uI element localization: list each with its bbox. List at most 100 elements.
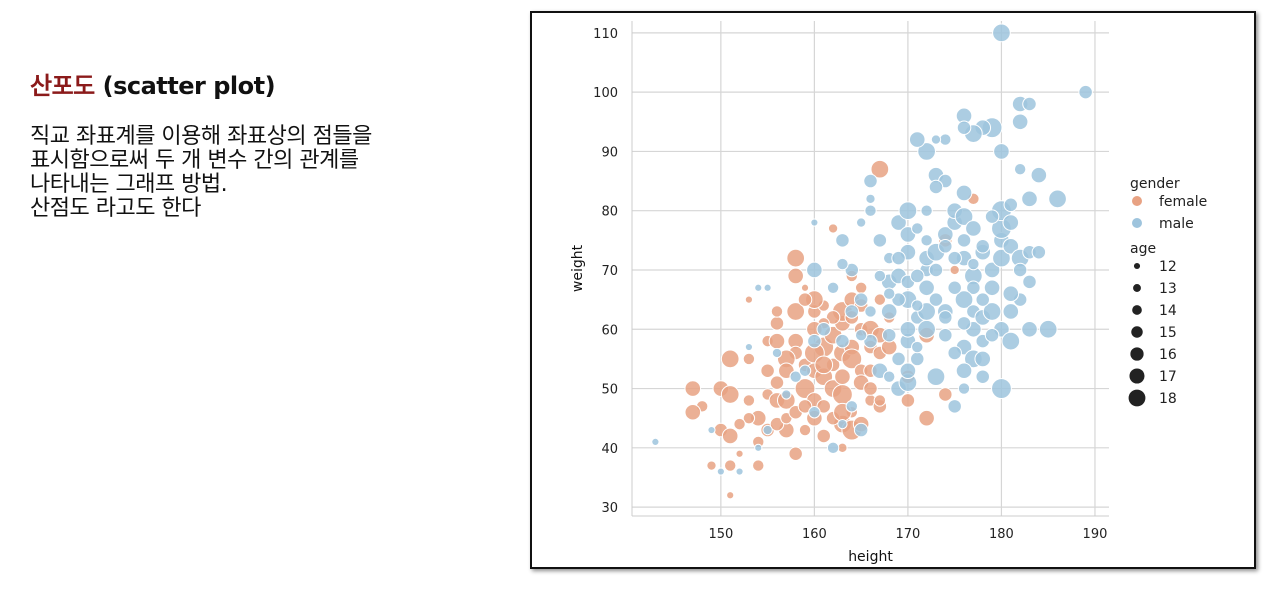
legend-size-label: 14 [1159, 303, 1177, 319]
data-point-male [826, 441, 840, 455]
data-point-male [957, 382, 971, 395]
x-tick-label: 160 [802, 527, 827, 542]
data-point-male [928, 292, 944, 307]
data-point-male [883, 370, 896, 383]
data-point-male [984, 209, 1000, 224]
data-point-female [797, 399, 813, 414]
legend-hue-title: gender [1130, 176, 1180, 192]
description-line: 표시함으로써 두 개 변수 간의 관계를 [30, 148, 359, 173]
y-axis-title: weight [570, 244, 586, 292]
data-point-male [771, 347, 783, 359]
slide-title-rest: (scatter plot) [94, 72, 276, 100]
data-point-male [956, 316, 972, 331]
data-point-male [975, 292, 990, 307]
chart-frame: 150 160 170 180 190 30 40 50 60 70 80 90 100 110 heig… [530, 11, 1256, 569]
data-point-male [1078, 84, 1093, 100]
data-point-male [891, 292, 906, 307]
x-tick-label: 150 [708, 527, 733, 542]
data-point-male [967, 257, 980, 271]
legend-size-label: 15 [1159, 325, 1177, 341]
data-point-male [798, 364, 812, 377]
data-point-male [872, 233, 888, 248]
data-point-female [744, 295, 754, 304]
data-point-male [744, 342, 754, 352]
x-tick-label: 180 [989, 527, 1014, 542]
data-point-male [920, 204, 933, 217]
data-point-female [841, 348, 863, 370]
y-tick-label: 90 [601, 145, 618, 160]
description-line: 나타내는 그래프 방법. [30, 172, 228, 197]
data-point-male [947, 399, 962, 414]
data-point-male [1022, 96, 1037, 112]
data-point-female [733, 417, 746, 431]
data-point-male [807, 333, 822, 349]
data-point-male [810, 218, 819, 227]
data-point-male [1001, 331, 1021, 351]
data-point-male [854, 328, 868, 342]
data-point-female [918, 409, 935, 427]
data-point-female [684, 403, 702, 421]
data-point-male [954, 207, 974, 226]
data-point-male [826, 281, 840, 294]
data-point-female [742, 411, 756, 425]
data-point-female [797, 292, 813, 307]
data-point-female [721, 427, 739, 445]
data-point-male [1022, 274, 1037, 290]
data-point-male [1002, 237, 1020, 255]
data-point-male [1002, 303, 1020, 320]
data-point-male [965, 220, 982, 237]
data-point-male [716, 467, 725, 476]
data-point-male [754, 443, 763, 452]
data-point-female [742, 394, 756, 407]
data-point-male [789, 370, 802, 383]
y-tick-label: 60 [601, 323, 618, 338]
data-point-male [908, 131, 926, 148]
data-point-male [966, 280, 981, 296]
data-point-male [891, 351, 906, 367]
data-point-male [1013, 163, 1027, 176]
data-point-male [918, 279, 935, 297]
data-point-male [928, 179, 944, 195]
data-points [651, 23, 1093, 500]
legend-size-label: 17 [1159, 369, 1177, 385]
data-point-female [752, 459, 765, 472]
scatter-chart: 150 160 170 180 190 30 40 50 60 70 80 90 100 110 heig… [570, 21, 1207, 565]
data-point-male [735, 467, 744, 476]
data-point-male [837, 418, 848, 430]
data-point-male [975, 239, 990, 254]
description-line: 직교 좌표계를 이용해 좌표상의 점들을 [30, 124, 372, 149]
data-point-male [917, 319, 936, 339]
data-point-male [1011, 113, 1029, 131]
data-point-male [955, 184, 973, 202]
data-point-male [1031, 244, 1047, 260]
y-tick-label: 80 [601, 205, 618, 220]
data-point-female [873, 293, 887, 306]
data-point-male [930, 134, 942, 145]
data-point-male [938, 327, 953, 343]
tick-labels: 150 160 170 180 190 30 40 50 60 70 80 90 100 110 [593, 27, 1107, 542]
data-point-female [684, 380, 702, 397]
data-point-female [834, 368, 851, 385]
data-point-male [864, 204, 877, 217]
data-point-male [845, 400, 858, 413]
data-point-female [863, 381, 878, 396]
data-point-male [754, 283, 763, 292]
data-point-male [928, 262, 944, 278]
data-point-male [855, 217, 867, 228]
legend-label-female: female [1159, 194, 1207, 210]
data-point-female [735, 449, 744, 458]
data-point-male [1002, 285, 1020, 302]
data-point-male [853, 422, 869, 438]
data-point-male [899, 320, 917, 338]
data-point-male [992, 248, 1011, 268]
data-point-male [910, 351, 925, 367]
data-point-male [844, 304, 860, 319]
data-point-female [816, 428, 831, 444]
x-axis-title: height [848, 549, 893, 565]
data-point-female [816, 399, 831, 414]
axes [631, 21, 1109, 517]
data-point-female [825, 310, 841, 325]
data-point-male [844, 262, 860, 278]
data-point-female [724, 459, 737, 472]
data-point-male [983, 279, 1001, 297]
